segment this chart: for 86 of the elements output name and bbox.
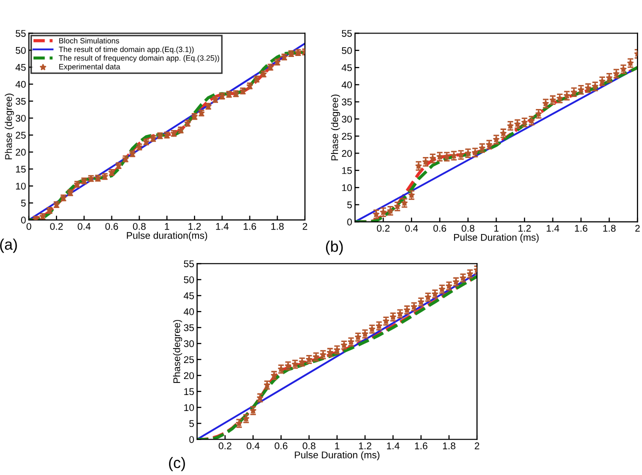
point (422, 158, 429, 165)
y-tick-label: 40 (342, 81, 352, 88)
y-tick-label: 5 (347, 202, 352, 208)
x-tick-label: 0.2 (376, 224, 390, 232)
x-tick-label: 1.2 (188, 222, 201, 230)
y-tick-label: 50 (184, 276, 194, 284)
x-tick-label: 1 (335, 442, 340, 450)
x-tick-label: 1.4 (546, 224, 560, 232)
y-tick-label: 25 (16, 132, 26, 139)
x-tick-label: 0.8 (462, 224, 474, 232)
y-tick-label: 25 (184, 356, 194, 364)
y-tick-label: 30 (342, 116, 352, 123)
x-tick-label: 1.8 (271, 222, 284, 230)
point (613, 70, 620, 77)
x-axis-title: Pulse duration(ms) (126, 232, 208, 241)
point (486, 141, 492, 148)
y-tick-label: 5 (21, 200, 26, 207)
y-tick-label: 10 (342, 184, 352, 192)
x-tick-label: 2 (635, 224, 640, 232)
x-tick-label: 0 (26, 222, 32, 230)
x-tick-label: 1.2 (359, 442, 372, 450)
x-tick-label: 0.4 (405, 224, 418, 232)
x-tick-label: 1 (164, 223, 170, 230)
y-tick-label: 5 (189, 420, 194, 428)
x-tick-label: 1.2 (518, 224, 531, 232)
y-tick-label: 25 (342, 132, 352, 140)
x-tick-label: 0.4 (78, 222, 91, 230)
x-tick-label: 0.4 (246, 442, 260, 450)
x-tick-label: 0.8 (132, 222, 146, 230)
y-tick-label: 55 (184, 260, 194, 268)
point (599, 78, 606, 84)
point (394, 203, 401, 210)
y-tick-label: 20 (16, 148, 26, 156)
y-tick-label: 0 (189, 436, 194, 443)
y-tick-label: 15 (342, 167, 352, 174)
point (390, 314, 396, 320)
x-tick-label: 1.4 (387, 442, 400, 450)
y-tick-label: 15 (184, 388, 194, 396)
point (460, 274, 466, 281)
y-tick-label: 50 (342, 47, 352, 54)
x-tick-label: 2 (474, 442, 480, 450)
y-tick-label: 35 (16, 98, 26, 105)
y-tick-label: 0 (21, 216, 26, 224)
y-tick-label: 45 (184, 292, 194, 300)
y-tick-label: 45 (16, 64, 26, 71)
y-tick-label: 50 (16, 46, 26, 54)
y-axis-title: Phase (degree) (330, 94, 340, 160)
y-tick-label: 10 (184, 404, 194, 412)
x-tick-label: 0.6 (433, 224, 446, 232)
y-tick-label: 20 (342, 150, 352, 157)
y-tick-label: 10 (16, 182, 26, 190)
x-tick-label: 1.4 (216, 223, 229, 230)
x-tick-label: 2 (302, 222, 308, 230)
x-tick-label: 0.2 (50, 222, 63, 230)
y-tick-label: 30 (16, 114, 26, 122)
y-axis-title: Phase(degree) (173, 320, 182, 383)
x-tick-label: 1.6 (415, 442, 428, 450)
text: (a) (0, 238, 17, 253)
y-tick-label: 15 (16, 166, 26, 173)
y-tick-label: 35 (342, 98, 352, 106)
x-tick-label: 1.6 (244, 222, 256, 230)
y-axis-title: Phase (degree) (4, 94, 14, 160)
x-axis-title: Pulse Duration (ms) (294, 451, 380, 460)
x-tick-label: 0.6 (105, 222, 118, 230)
x-tick-label: 0.8 (302, 442, 316, 450)
text: (c) (169, 456, 185, 472)
text: (b) (326, 240, 343, 255)
x-tick-label: 1 (494, 224, 498, 232)
y-tick-label: 40 (16, 80, 26, 88)
x-tick-label: 1.6 (574, 224, 588, 232)
x-axis-title: Pulse Duration (ms) (454, 234, 539, 243)
y-tick-label: 45 (342, 64, 352, 72)
y-tick-label: 55 (16, 30, 26, 37)
point (606, 74, 612, 81)
y-tick-label: 40 (184, 308, 194, 316)
point (478, 144, 486, 151)
x-tick-label: 0.2 (218, 442, 232, 450)
point (415, 162, 422, 169)
y-tick-label: 20 (184, 372, 194, 380)
x-tick-label: 1.8 (603, 224, 616, 232)
y-tick-label: 55 (342, 30, 352, 37)
x-tick-label: 1.8 (443, 442, 456, 450)
y-tick-label: 35 (184, 324, 194, 332)
point (446, 282, 452, 289)
x-tick-label: 0.6 (274, 442, 288, 450)
y-tick-label: 30 (184, 340, 194, 348)
